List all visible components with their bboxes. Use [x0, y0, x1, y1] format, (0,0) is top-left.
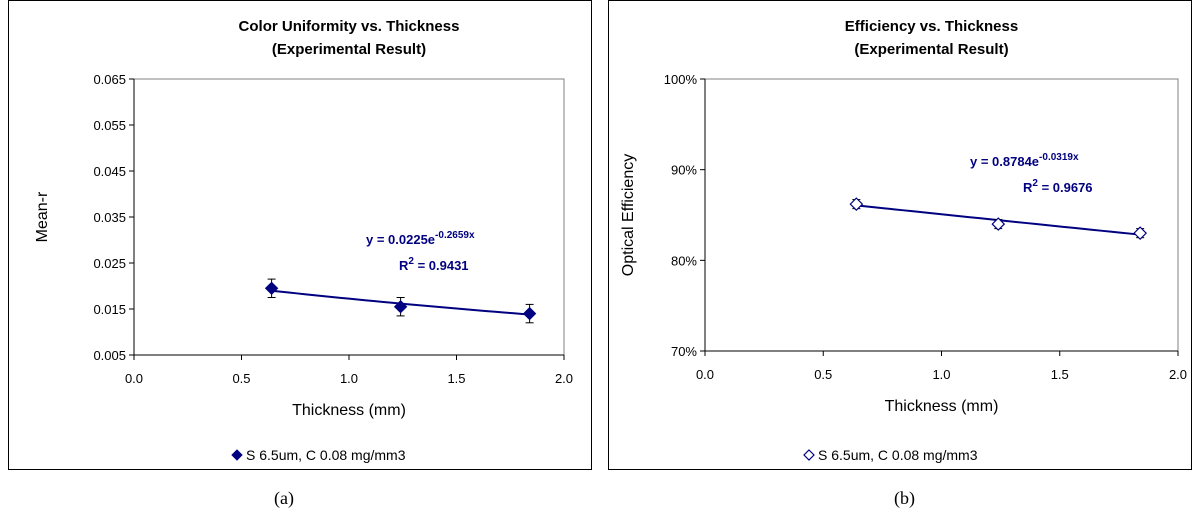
legend-marker: [803, 449, 815, 461]
x-tick-label: 1.0: [340, 371, 358, 386]
x-tick-label: 0.0: [696, 367, 714, 382]
data-point: [264, 281, 279, 296]
y-tick-label: 90%: [671, 163, 697, 178]
y-tick-label: 0.015: [93, 302, 126, 317]
y-axis-label: Optical Efficiency: [620, 154, 637, 276]
data-point: [522, 306, 537, 321]
caption-b: (b): [894, 488, 915, 508]
legend-marker: [231, 449, 243, 461]
data-point: [849, 197, 864, 211]
trendline-equation: y = 0.0225e-0.2659x: [366, 230, 475, 247]
data-point: [1133, 226, 1148, 240]
data-point: [991, 217, 1006, 231]
chart-subtitle: (Experimental Result): [854, 41, 1008, 58]
x-tick-label: 1.0: [932, 367, 950, 382]
chart-color-uniformity: Color Uniformity vs. Thickness (Experimen…: [34, 18, 573, 463]
chart-subtitle: (Experimental Result): [272, 41, 426, 58]
y-tick-label: 0.035: [93, 210, 126, 225]
y-tick-label: 80%: [671, 253, 697, 268]
r-squared-label: R2 = 0.9676: [1023, 178, 1093, 195]
data-point: [393, 299, 408, 314]
chart-panel-color-uniformity: Color Uniformity vs. Thickness (Experimen…: [8, 0, 592, 470]
trendline-equation: y = 0.8784e-0.0319x: [970, 152, 1079, 169]
y-tick-label: 0.065: [93, 72, 126, 87]
chart-efficiency: Efficiency vs. Thickness (Experimental Re…: [620, 18, 1187, 463]
chart-title: Efficiency vs. Thickness: [845, 18, 1018, 35]
x-tick-label: 0.5: [814, 367, 832, 382]
x-axis-label: Thickness (mm): [292, 402, 406, 419]
x-tick-label: 0.0: [125, 371, 143, 386]
legend-label: S 6.5um, C 0.08 mg/mm3: [818, 447, 978, 463]
y-tick-label: 70%: [671, 344, 697, 359]
x-tick-label: 1.5: [1051, 367, 1069, 382]
caption-a: (a): [274, 488, 294, 508]
x-tick-label: 2.0: [555, 371, 573, 386]
chart-title: Color Uniformity vs. Thickness: [239, 18, 460, 35]
x-tick-label: 1.5: [447, 371, 465, 386]
y-tick-label: 0.005: [93, 348, 126, 363]
plot-area: [133, 78, 565, 356]
chart-panel-efficiency: Efficiency vs. Thickness (Experimental Re…: [608, 0, 1192, 470]
x-tick-label: 2.0: [1169, 367, 1187, 382]
y-tick-label: 100%: [664, 72, 698, 87]
y-axis-label: Mean-r: [34, 191, 51, 242]
r-squared-label: R2 = 0.9431: [399, 256, 469, 273]
legend-label: S 6.5um, C 0.08 mg/mm3: [246, 447, 406, 463]
x-axis-label: Thickness (mm): [885, 398, 999, 415]
x-tick-label: 0.5: [232, 371, 250, 386]
y-tick-label: 0.025: [93, 256, 126, 271]
y-tick-label: 0.045: [93, 164, 126, 179]
y-tick-label: 0.055: [93, 118, 126, 133]
